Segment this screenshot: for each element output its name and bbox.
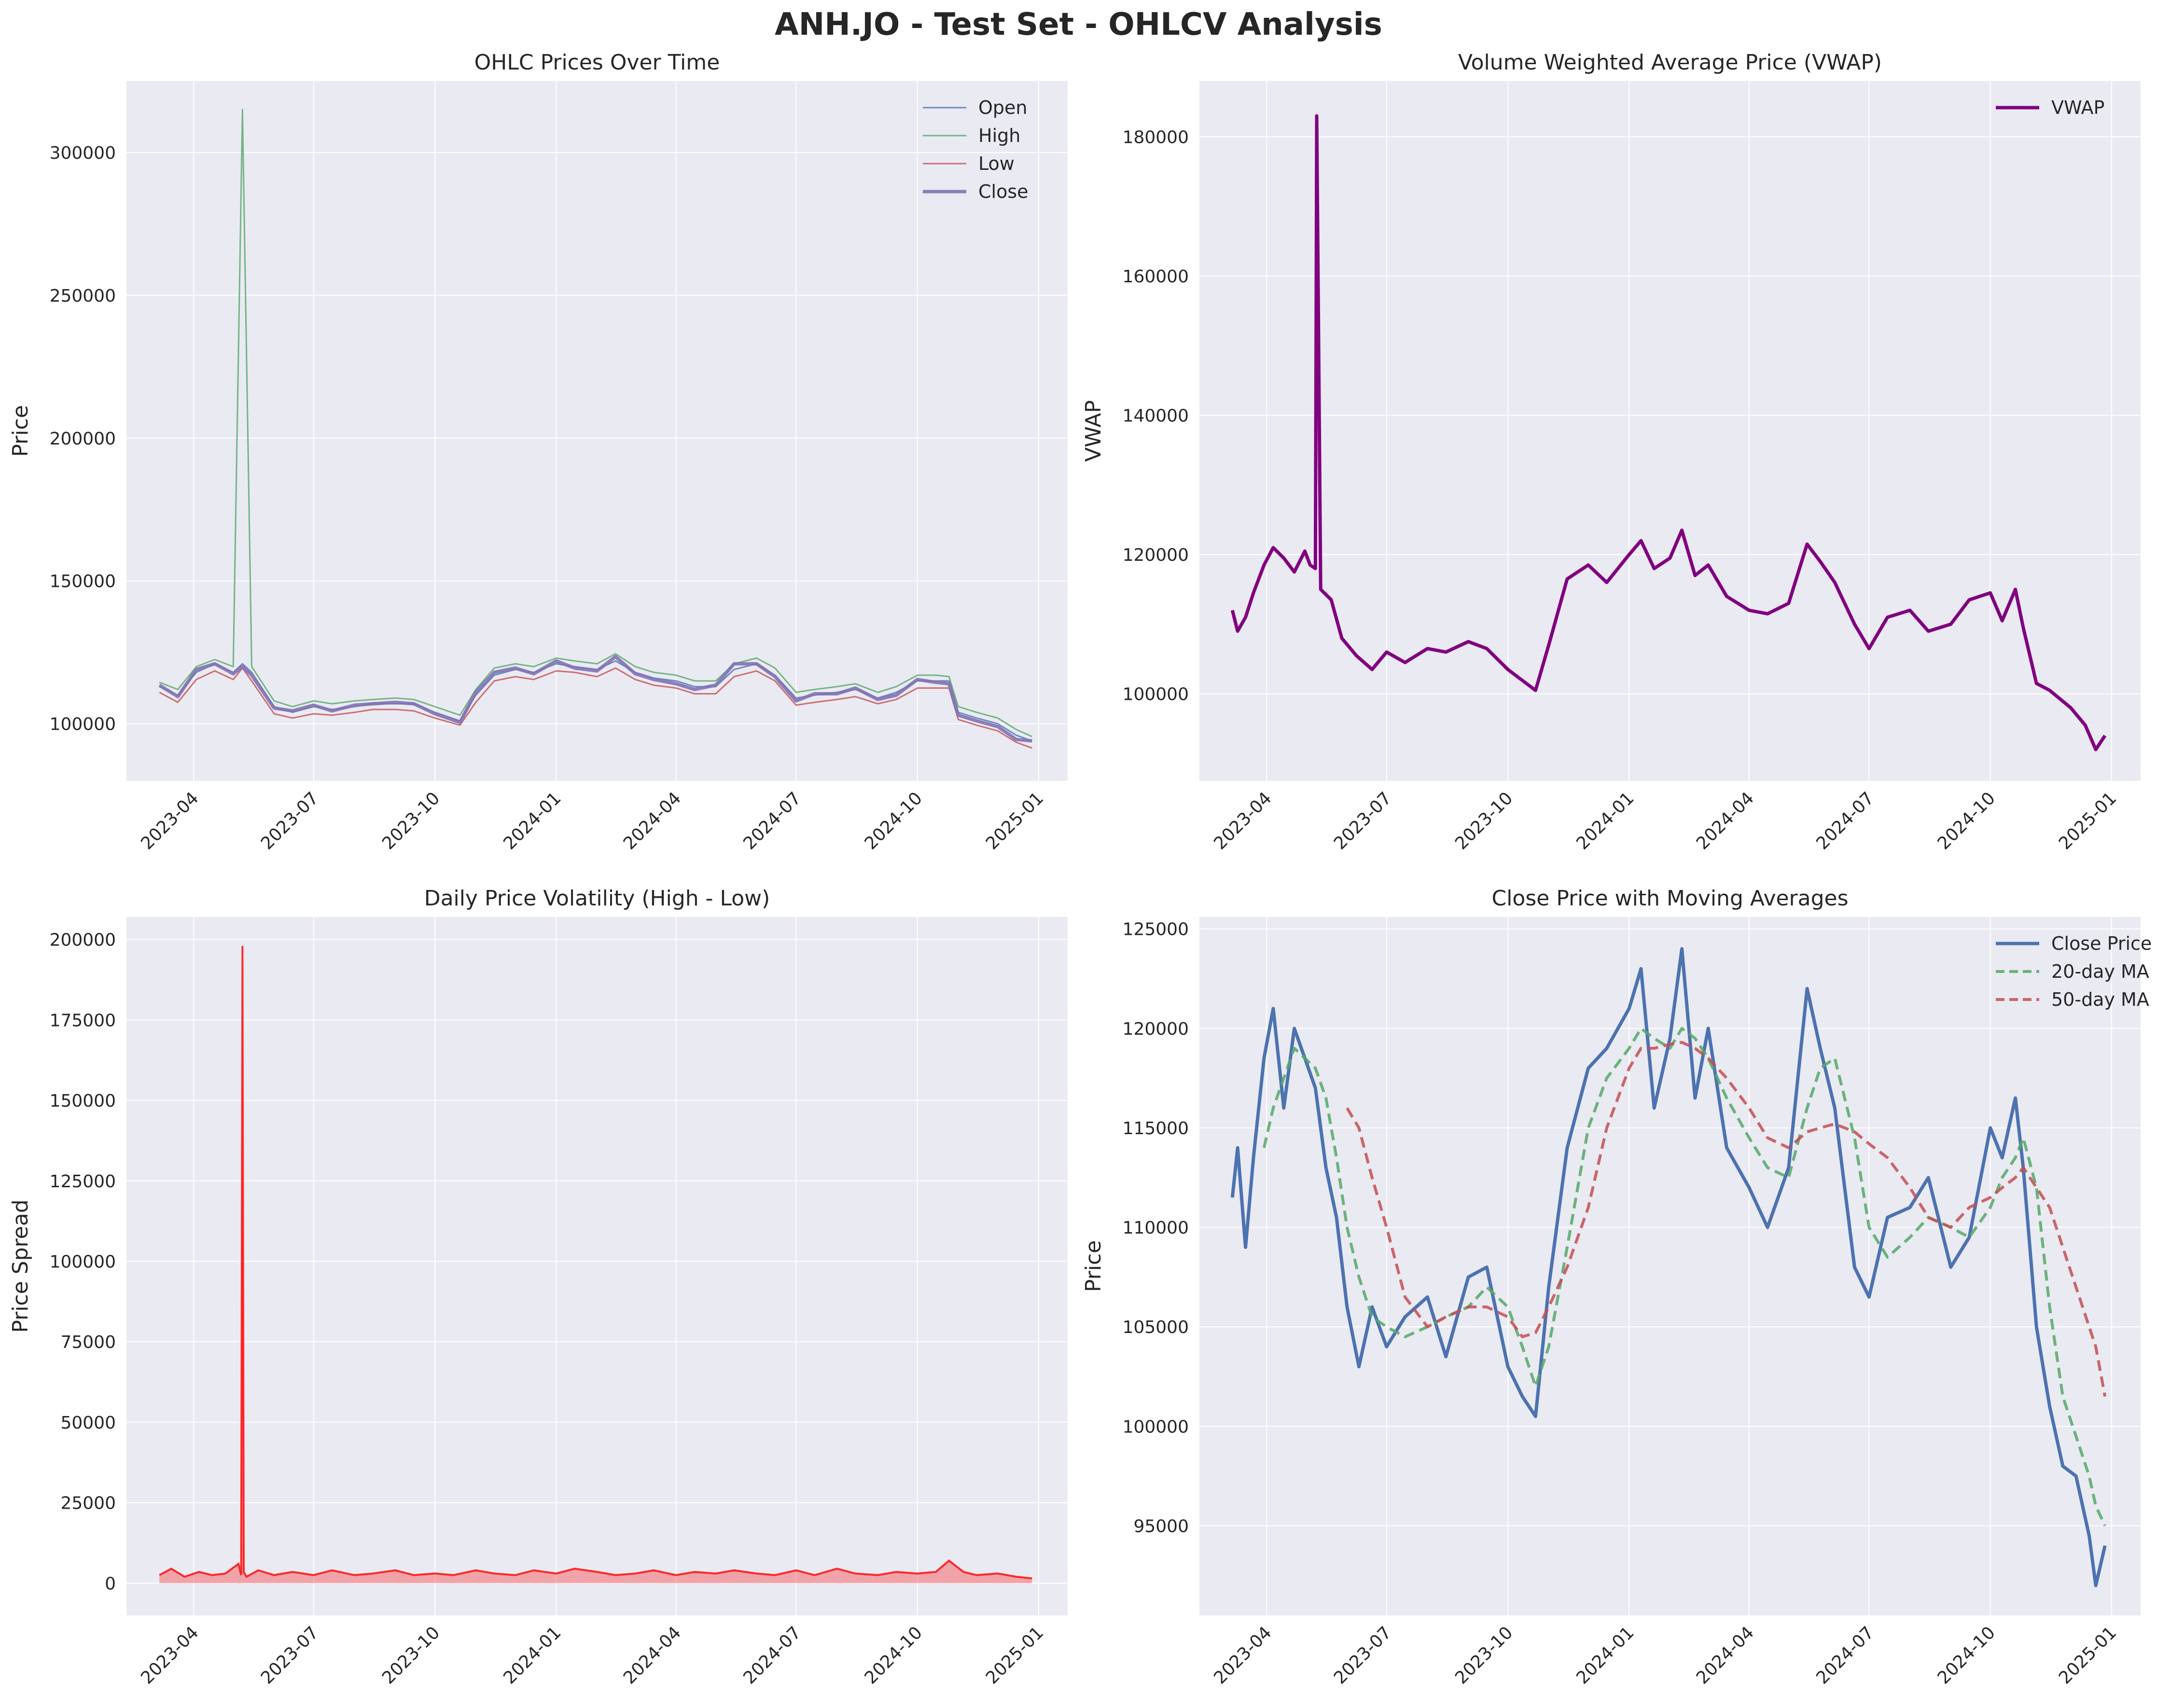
x-tick-label: 2023-10 xyxy=(1451,1623,1517,1688)
y-axis-label: VWAP xyxy=(1081,400,1106,462)
y-tick-label: 25000 xyxy=(60,1494,116,1514)
y-axis-label: Price Spread xyxy=(8,1199,33,1333)
y-tick-label: 250000 xyxy=(50,286,116,306)
x-tick-label: 2024-04 xyxy=(620,1623,685,1688)
panel-ohlc: 100000 150000 200000 250000 300000 2023-04 202… xyxy=(8,50,1068,854)
y-tick-label: 0 xyxy=(105,1574,116,1594)
y-tick-label: 120000 xyxy=(1123,1019,1189,1039)
y-axis-label: Price xyxy=(1081,1240,1106,1292)
panel-title: Close Price with Moving Averages xyxy=(1491,886,1848,911)
x-tick-label: 2024-01 xyxy=(500,788,565,853)
x-tick-label: 2023-07 xyxy=(1330,788,1395,853)
panel-vwap: 100000 120000 140000 160000 180000 2023-04 202… xyxy=(1081,50,2141,854)
x-tick-label: 2024-10 xyxy=(1934,788,1999,853)
y-tick-label: 95000 xyxy=(1133,1516,1189,1536)
figure-title: ANH.JO - Test Set - OHLCV Analysis xyxy=(775,7,1382,42)
y-tick-label: 75000 xyxy=(60,1333,116,1352)
x-tick-label: 2023-07 xyxy=(1330,1623,1395,1688)
series-line-high xyxy=(159,109,1032,737)
y-tick-label: 200000 xyxy=(50,429,116,449)
y-tick-label: 180000 xyxy=(1123,127,1189,147)
legend-label: 20-day MA xyxy=(2051,961,2149,982)
x-tick-label: 2024-07 xyxy=(739,788,805,853)
y-tick-label: 200000 xyxy=(50,930,116,950)
legend-label: High xyxy=(978,125,1020,146)
x-tick-label: 2024-10 xyxy=(861,1623,926,1688)
y-tick-label: 100000 xyxy=(50,715,116,735)
legend-label: 50-day MA xyxy=(2051,989,2149,1010)
y-tick-label: 120000 xyxy=(1123,545,1189,565)
x-tick-label: 2024-04 xyxy=(620,788,685,853)
plot-marks xyxy=(158,109,1032,749)
x-tick-label: 2023-04 xyxy=(137,1623,202,1688)
x-tick-label: 2024-04 xyxy=(1693,1623,1758,1688)
plot-marks xyxy=(1230,114,2107,751)
x-tick-label: 2023-04 xyxy=(1210,1623,1275,1688)
legend: Open High Low Close xyxy=(923,97,1029,202)
y-axis-label: Price xyxy=(8,405,33,457)
legend: Close Price 20-day MA 50-day MA xyxy=(1996,933,2152,1010)
y-tick-label: 50000 xyxy=(60,1413,116,1433)
y-tick-label: 100000 xyxy=(50,1252,116,1272)
x-tick-label: 2023-10 xyxy=(378,1623,444,1688)
series-line-vwap xyxy=(1230,114,2107,751)
panel-volatility: 0 25000 50000 75000 100000 125000 150000 175000… xyxy=(8,886,1068,1688)
x-tick-label: 2023-10 xyxy=(1451,788,1517,853)
spread-line xyxy=(159,946,1032,1580)
y-tick-label: 125000 xyxy=(50,1172,116,1192)
legend-label: Low xyxy=(978,153,1015,174)
series-line-close-price xyxy=(1230,947,2107,1587)
x-tick-label: 2024-04 xyxy=(1693,788,1758,853)
y-tick-label: 100000 xyxy=(1123,685,1189,705)
x-tick-label: 2025-01 xyxy=(2055,1623,2120,1688)
panel-title: Daily Price Volatility (High - Low) xyxy=(424,886,770,911)
x-tick-label: 2024-01 xyxy=(1573,788,1638,853)
plot-area xyxy=(1199,81,2141,781)
y-tick-label: 150000 xyxy=(50,1091,116,1111)
x-tick-label: 2023-07 xyxy=(257,1623,322,1688)
y-tick-label: 300000 xyxy=(50,143,116,163)
panel-moving-averages: 95000 100000 105000 110000 115000 120000 12500… xyxy=(1081,886,2152,1688)
x-tick-label: 2024-07 xyxy=(1812,1623,1878,1688)
x-tick-label: 2023-04 xyxy=(137,788,202,853)
y-tick-label: 100000 xyxy=(1123,1417,1189,1437)
x-tick-label: 2024-07 xyxy=(739,1623,805,1688)
panel-title: Volume Weighted Average Price (VWAP) xyxy=(1458,50,1882,75)
plot-marks xyxy=(159,946,1032,1583)
x-tick-label: 2025-01 xyxy=(982,1623,1047,1688)
y-tick-label: 150000 xyxy=(50,572,116,592)
legend: VWAP xyxy=(1996,97,2104,118)
x-tick-label: 2023-10 xyxy=(378,788,444,853)
x-tick-label: 2024-10 xyxy=(1934,1623,1999,1688)
y-tick-label: 140000 xyxy=(1123,406,1189,426)
y-tick-label: 110000 xyxy=(1123,1218,1189,1238)
x-tick-label: 2023-04 xyxy=(1210,788,1275,853)
panel-title: OHLC Prices Over Time xyxy=(474,50,720,75)
y-tick-label: 160000 xyxy=(1123,267,1189,287)
series-line-20-day-ma xyxy=(1262,1027,2106,1527)
series-line-low xyxy=(159,667,1032,749)
plot-area xyxy=(126,917,1068,1615)
legend-label: Close xyxy=(978,181,1029,202)
x-tick-label: 2024-01 xyxy=(500,1623,565,1688)
x-tick-label: 2025-01 xyxy=(982,788,1047,853)
x-tick-label: 2024-01 xyxy=(1573,1623,1638,1688)
x-tick-label: 2024-10 xyxy=(861,788,926,853)
x-tick-label: 2024-07 xyxy=(1812,788,1878,853)
x-tick-label: 2025-01 xyxy=(2055,788,2120,853)
series-line-50-day-ma xyxy=(1346,1041,2107,1397)
series-line-close xyxy=(158,655,1032,743)
x-tick-label: 2023-07 xyxy=(257,788,322,853)
y-tick-label: 125000 xyxy=(1123,920,1189,940)
plot-marks xyxy=(1230,947,2107,1587)
legend-label: Close Price xyxy=(2051,933,2152,954)
y-tick-label: 175000 xyxy=(50,1011,116,1030)
legend-label: VWAP xyxy=(2051,97,2104,118)
legend-label: Open xyxy=(978,97,1028,118)
y-tick-label: 115000 xyxy=(1123,1119,1189,1139)
y-tick-label: 105000 xyxy=(1123,1318,1189,1337)
